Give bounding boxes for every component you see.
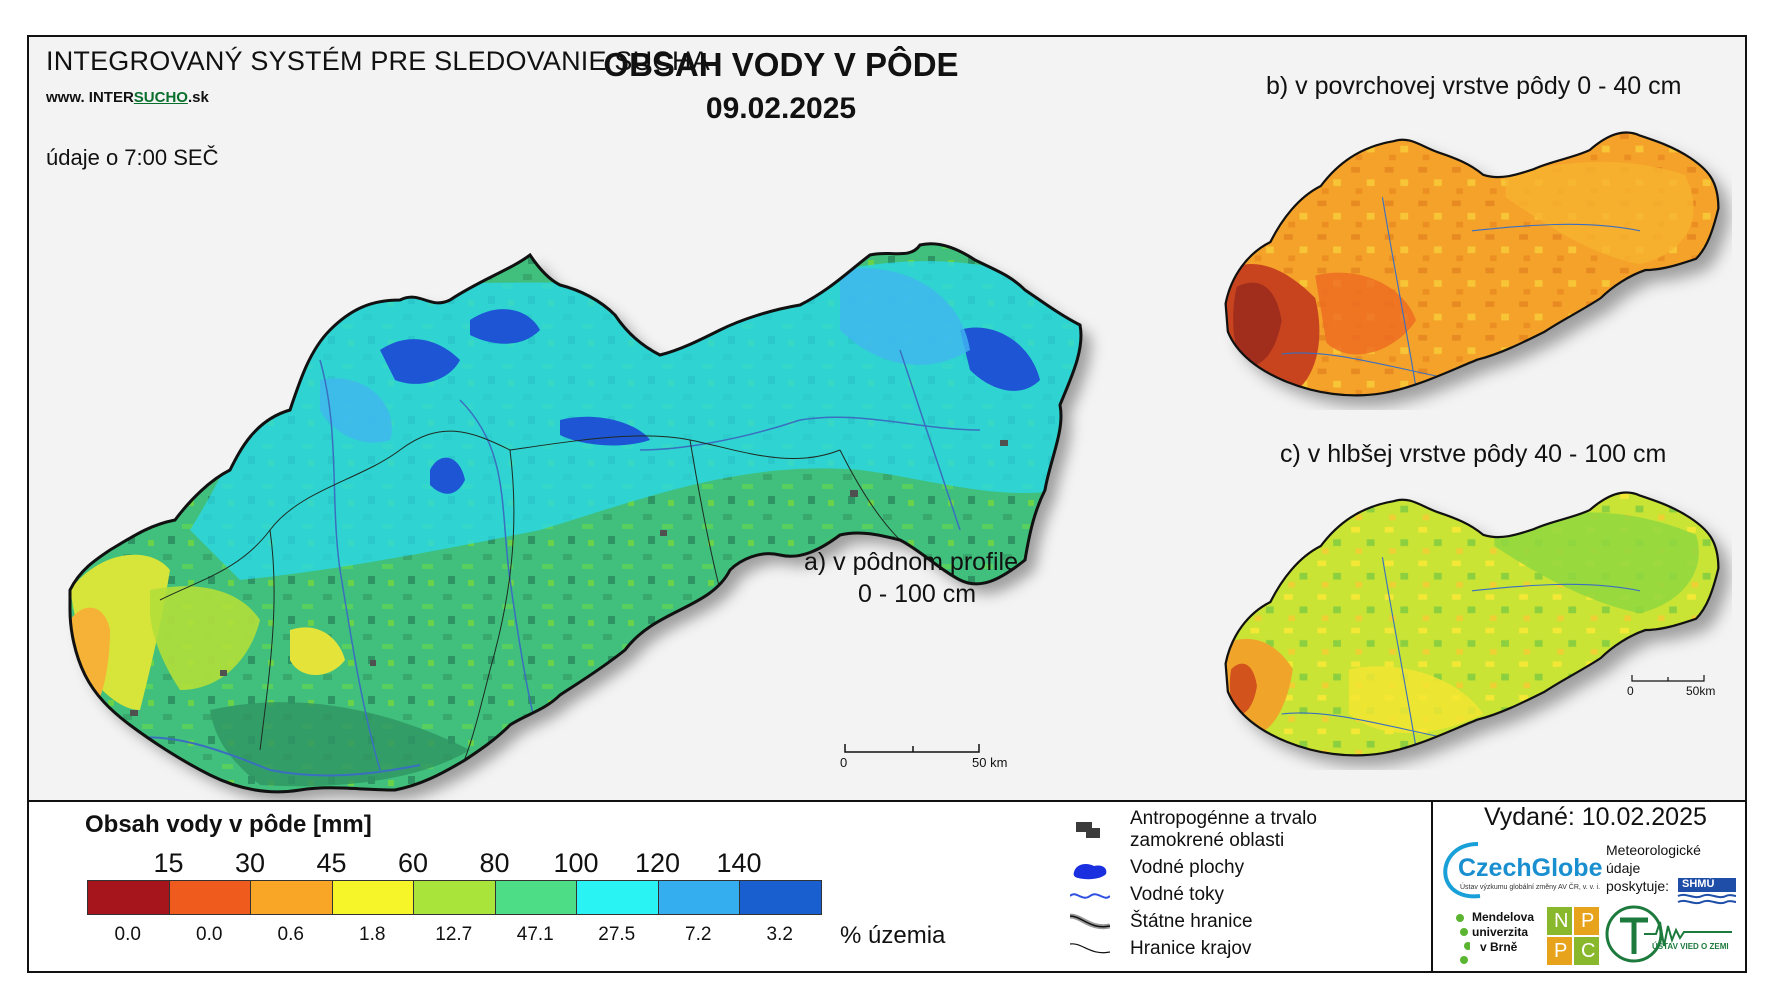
earth-science-logo: ÚSTAV VIED O ZEMI: [1604, 904, 1736, 968]
map-c-label: c) v hlbšej vrstve pôdy 40 - 100 cm: [1280, 440, 1667, 468]
state-border-icon: [1070, 913, 1110, 930]
met-line3: poskytuje:: [1606, 878, 1670, 894]
issued-date: Vydané: 10.02.2025: [1484, 803, 1707, 831]
legend-threshold: 80: [479, 848, 510, 878]
legend-percentage: 0.0: [196, 924, 223, 945]
key-rivers: Vodné toky: [1130, 884, 1225, 905]
legend-threshold: 100: [553, 848, 599, 878]
page-title: OBSAH VODY V PÔDE: [603, 46, 959, 83]
mendel-logo: Mendelova univerzita v Brně: [1450, 910, 1540, 970]
river-icon: [1070, 893, 1110, 899]
legend-swatch: [576, 880, 659, 915]
mendel-line2: univerzita: [1472, 925, 1529, 939]
nppc-logo: N P P C: [1547, 907, 1599, 965]
legend-percentage: 0.0: [114, 924, 141, 945]
map-c-scale-start: 0: [1627, 684, 1634, 698]
legend-threshold: 30: [234, 848, 266, 878]
met-line2: údaje: [1606, 860, 1641, 876]
map-a-depth: 0 - 100 cm: [858, 580, 977, 608]
map-a-scale-end: 50 km: [972, 755, 1008, 770]
shmu-wave-icon: [1677, 878, 1737, 905]
legend-swatch: [739, 880, 822, 915]
website-prefix: www. INTER: [46, 89, 134, 106]
key-urban-line1: Antropogénne a trvalo: [1130, 808, 1317, 829]
met-line1: Meteorologické: [1606, 842, 1701, 858]
czechglobe-logo: CzechGlobe Ústav výzkumu globální změny …: [1440, 840, 1605, 900]
czechglobe-subtitle: Ústav výzkumu globální změny AV ČR, v. v…: [1460, 884, 1601, 891]
website-highlight: SUCHO: [133, 89, 188, 106]
nppc-letter-2: P: [1581, 910, 1595, 932]
mendel-dots-icon: [1456, 914, 1470, 964]
legend-swatch: [168, 880, 251, 915]
time-note: údaje o 7:00 SEČ: [46, 145, 219, 170]
map-date: 09.02.2025: [705, 92, 857, 125]
region-border-icon: [1070, 943, 1110, 954]
earth-science-name: ÚSTAV VIED O ZEMI: [1652, 942, 1729, 951]
legend-swatch: [87, 880, 170, 915]
legend-percentage: 1.8: [359, 924, 386, 945]
website-suffix: .sk: [187, 89, 209, 106]
legend-percentage: 12.7: [435, 924, 473, 945]
urban-area-icon: [1076, 822, 1100, 838]
legend-threshold: 120: [634, 848, 681, 878]
nppc-letter-1: N: [1554, 910, 1569, 932]
percent-label: % územia: [840, 922, 946, 949]
legend-threshold: 140: [716, 848, 762, 878]
mendel-line1: Mendelova: [1472, 910, 1535, 924]
map-c-scale-end: 50km: [1686, 684, 1716, 698]
seismograph-icon: [1605, 905, 1732, 963]
key-state-borders: Štátne hranice: [1130, 911, 1253, 932]
shmu-name: SHMÚ: [1682, 878, 1715, 890]
main-soil-map: [68, 242, 1083, 794]
nppc-letter-3: P: [1554, 940, 1568, 962]
legend-percentage: 0.6: [277, 924, 304, 945]
credits-divider: [1431, 800, 1433, 973]
legend-percentage: 3.2: [766, 924, 793, 945]
legend-divider: [27, 800, 1747, 802]
legend-threshold: 15: [153, 848, 184, 878]
website-link[interactable]: www. INTERSUCHO.sk: [46, 89, 209, 106]
key-region-borders: Hranice krajov: [1130, 938, 1252, 959]
key-urban-line2: zamokrené oblasti: [1130, 830, 1285, 851]
legend-title: Obsah vody v pôde [mm]: [85, 811, 372, 838]
legend-threshold: 60: [397, 848, 429, 878]
legend-percentage: 7.2: [685, 924, 712, 945]
legend-percentage: 27.5: [598, 924, 636, 945]
map-b-label: b) v povrchovej vrstve pôdy 0 - 40 cm: [1266, 72, 1682, 100]
mendel-line3: v Brně: [1480, 940, 1518, 954]
legend-swatch: [657, 880, 740, 915]
legend-percentage: 47.1: [516, 924, 554, 945]
legend-swatch: [413, 880, 496, 915]
map-a-scale-bar: [844, 744, 980, 753]
shmu-logo: SHMÚ: [1676, 870, 1738, 906]
water-body-icon: [1073, 864, 1107, 880]
deep-layer-map: [1224, 491, 1720, 757]
map-a-scale-start: 0: [840, 755, 848, 770]
system-title: INTEGROVANÝ SYSTÉM PRE SLEDOVANIE SUCHA: [46, 46, 710, 76]
surface-layer-map: [1224, 131, 1720, 397]
legend-threshold: 45: [316, 848, 347, 878]
key-water-bodies: Vodné plochy: [1130, 857, 1245, 878]
czechglobe-arc-icon: [1443, 842, 1481, 899]
nppc-letter-4: C: [1581, 940, 1596, 962]
czechglobe-name: CzechGlobe: [1458, 854, 1603, 882]
map-a-label: a) v pôdnom profile: [804, 548, 1019, 576]
legend-swatch: [250, 880, 333, 915]
legend-swatch: [331, 880, 414, 915]
legend-swatch: [494, 880, 577, 915]
map-c-scale-bar: [1631, 675, 1705, 682]
